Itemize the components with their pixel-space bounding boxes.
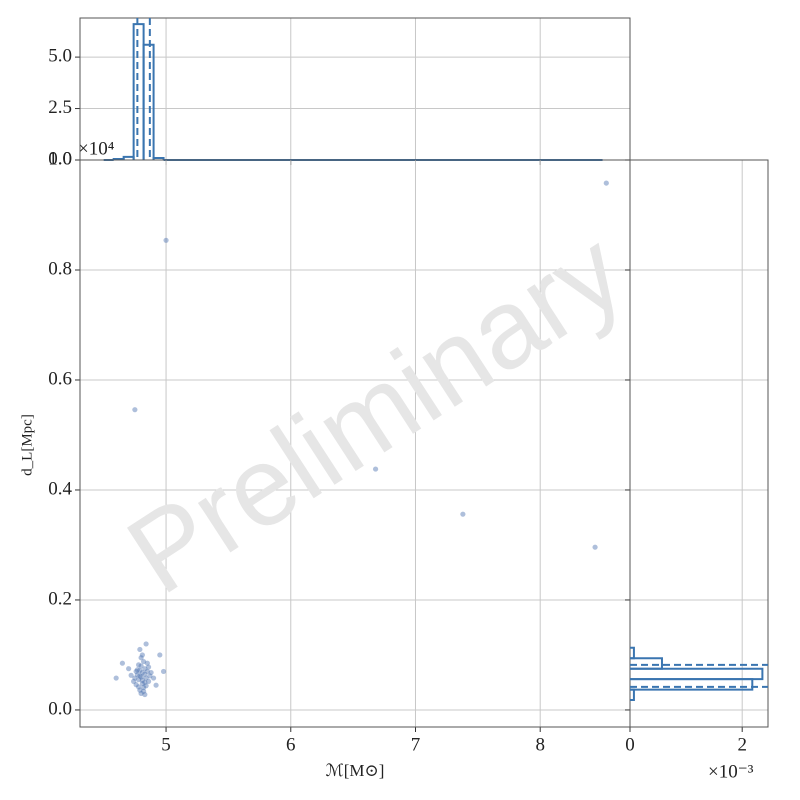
y-offset-label: ×10⁴: [78, 138, 115, 159]
scatter-point: [592, 544, 598, 550]
histogram-bin: [132, 23, 145, 160]
scatter-point: [143, 683, 149, 689]
x-tick-label: 7: [411, 734, 421, 755]
scatter-point: [142, 691, 148, 698]
scatter-point: [128, 672, 134, 678]
y-tick-label: 2.5: [48, 97, 72, 118]
scatter-point: [143, 675, 149, 681]
scatter-point: [138, 655, 144, 661]
scatter-point: [141, 684, 147, 691]
x-axis-label: ℳ[M⊙]: [326, 761, 385, 780]
scatter-point: [145, 664, 152, 670]
scatter-point: [145, 678, 152, 684]
histogram-bin: [630, 657, 663, 670]
scatter-point: [460, 511, 466, 517]
scatter-point: [160, 668, 167, 675]
watermark: Preliminary: [106, 208, 644, 618]
scatter-point: [131, 678, 137, 684]
scatter-point: [136, 684, 142, 690]
histogram-bin: [630, 678, 754, 691]
x-tick-label: 6: [286, 734, 296, 755]
scatter-point: [138, 690, 144, 697]
scatter-point: [113, 675, 119, 681]
scatter-point: [142, 666, 148, 672]
scatter-point: [133, 668, 139, 675]
scatter-point: [139, 677, 145, 683]
axes-frame: [629, 159, 769, 728]
y-tick-label: 1.0: [48, 148, 72, 169]
y-tick-label: 5.0: [48, 45, 72, 66]
scatter-point: [141, 658, 147, 665]
scatter-point: [138, 674, 144, 680]
scatter-point: [163, 237, 169, 243]
scatter-point: [136, 677, 142, 683]
scatter-point: [147, 673, 153, 679]
y-tick-label: 0.4: [48, 478, 72, 499]
scatter-point: [137, 673, 143, 679]
scatter-point: [144, 660, 150, 666]
scatter-point: [603, 180, 609, 186]
x-tick-label: 2: [737, 734, 747, 755]
scatter-point: [153, 682, 159, 688]
scatter-point: [139, 669, 145, 676]
scatter-point: [137, 667, 143, 673]
x-offset-label: ×10⁻³: [708, 761, 754, 782]
scatter-point: [137, 687, 143, 693]
scatter-point: [132, 407, 138, 413]
scatter-point: [142, 671, 148, 677]
axes-frame: [79, 17, 631, 161]
scatter-point: [138, 663, 144, 669]
scatter-point: [143, 641, 149, 647]
scatter-point: [126, 666, 132, 672]
histogram-bin: [630, 688, 635, 702]
scatter-point: [134, 667, 140, 673]
scatter-point: [119, 660, 126, 666]
scatter-point: [134, 672, 140, 678]
x-tick-label: 5: [161, 734, 171, 755]
scatter-point: [141, 688, 147, 694]
y-tick-label: 0.0: [48, 698, 72, 719]
scatter-point: [136, 662, 142, 668]
histogram-bin: [630, 667, 764, 681]
scatter-point: [137, 646, 143, 653]
scatter-point: [150, 675, 157, 681]
scatter-point: [133, 682, 139, 688]
scatter-point: [144, 668, 150, 675]
histogram-bin: [152, 156, 165, 160]
x-tick-label: 8: [535, 734, 545, 755]
scatter-point: [148, 669, 154, 676]
y-tick-label: 0.8: [48, 258, 72, 279]
scatter-point: [139, 680, 145, 687]
y-tick-label: 0.2: [48, 588, 72, 609]
y-tick-label: 0.6: [48, 368, 72, 389]
scatter-point: [372, 466, 379, 472]
histogram-bin: [630, 646, 635, 660]
scatter-point: [157, 652, 163, 658]
x-tick-label: 0: [625, 734, 635, 755]
scatter-point: [142, 679, 148, 686]
scatter-point: [132, 675, 138, 681]
histogram-bin: [142, 43, 155, 160]
y-axis-label: d_L[Mpc]: [19, 414, 35, 476]
y-tick-label: 0.0: [48, 148, 72, 169]
scatter-point: [139, 652, 145, 658]
